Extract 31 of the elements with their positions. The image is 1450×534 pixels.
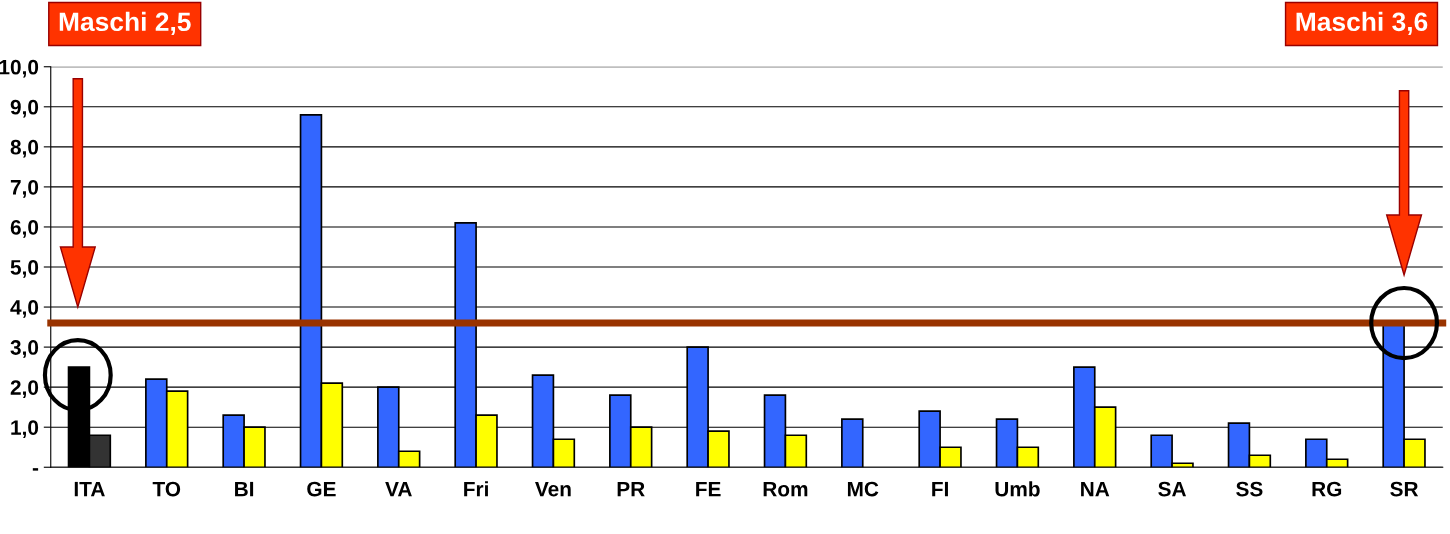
x-tick-label: ITA [74, 481, 105, 497]
y-tick-label: 10,0 [0, 59, 39, 78]
y-tick-label: 3,0 [10, 340, 39, 358]
x-tick-label: SA [1158, 481, 1186, 497]
x-tick-label: Rom [763, 481, 808, 497]
x-tick-label: SR [1390, 481, 1419, 497]
x-tick-label: TO [152, 481, 181, 497]
y-tick-label: - [32, 468, 39, 471]
text: Maschi 2,5 [59, 11, 191, 35]
y-tick-label: 5,0 [10, 260, 39, 278]
y-tick-label: 6,0 [10, 219, 39, 238]
y-tick-label: 4,0 [10, 300, 39, 318]
x-tick-label: FE [696, 481, 721, 497]
x-tick-label: VA [385, 481, 412, 497]
y-tick-label: 8,0 [10, 139, 39, 158]
y-tick-label: 1,0 [11, 420, 39, 438]
x-tick-label: Ven [535, 481, 571, 497]
x-tick-label: GE [307, 481, 336, 497]
x-tick-label: FI [932, 481, 948, 497]
text: Maschi 3,6 [1296, 11, 1428, 35]
y-tick-label: 2,0 [10, 380, 39, 398]
x-tick-label: PR [617, 481, 645, 497]
x-tick-label: BI [235, 481, 254, 497]
x-tick-label: Fri [464, 481, 488, 497]
x-tick-label: SS [1236, 481, 1263, 497]
x-tick-label: MC [847, 481, 879, 497]
x-tick-label: Umb [995, 481, 1040, 497]
x-tick-label: NA [1081, 481, 1110, 497]
y-tick-label: 7,0 [10, 179, 39, 198]
x-tick-label: RG [1312, 481, 1342, 497]
y-tick-label: 9,0 [10, 99, 39, 118]
